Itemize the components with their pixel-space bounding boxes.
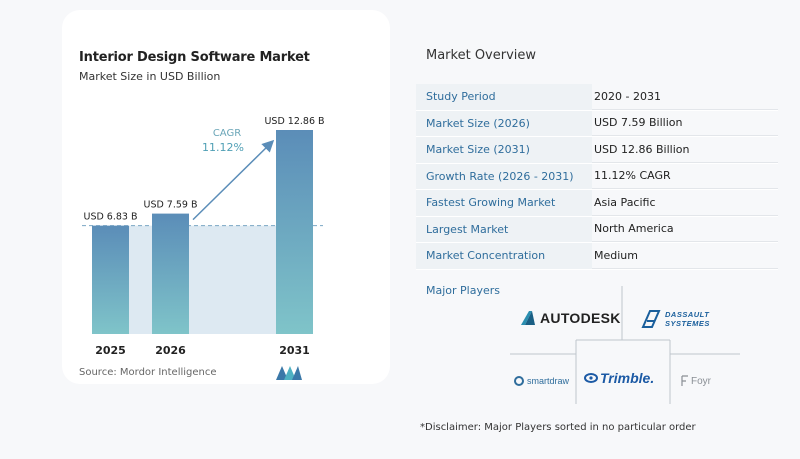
players-grid-lines: [510, 286, 740, 404]
chart-subtitle: Market Size in USD Billion: [79, 70, 221, 83]
dassault-logo-icon: [641, 310, 661, 328]
overview-row: Market Concentration Medium: [416, 243, 778, 270]
trimble-logo: Trimble.: [584, 370, 654, 386]
cagr-value: 11.12%: [202, 141, 244, 154]
autodesk-logo-icon: [521, 311, 535, 325]
smartdraw-logo: smartdraw: [514, 376, 569, 386]
overview-row: Market Size (2031) USD 12.86 Billion: [416, 137, 778, 164]
overview-value: USD 12.86 Billion: [592, 137, 778, 163]
data-label-2025: USD 6.83 B: [83, 212, 137, 223]
overview-row: Study Period 2020 - 2031: [416, 84, 778, 111]
autodesk-logo: AUTODESK: [520, 310, 621, 326]
data-label-2031: USD 12.86 B: [264, 116, 324, 127]
tick-label-2026: 2026: [155, 344, 186, 357]
dassault-logo: DASSAULT SYSTEMES: [640, 308, 721, 330]
major-players-title: Major Players: [426, 284, 500, 297]
overview-label: Market Concentration: [416, 243, 592, 269]
data-label-2026: USD 7.59 B: [143, 200, 197, 211]
mordor-logo-icon: [276, 366, 302, 380]
overview-label: Market Size (2026): [416, 110, 592, 136]
trimble-logo-icon: [584, 373, 598, 383]
overview-value: USD 7.59 Billion: [592, 111, 778, 136]
overview-label: Market Size (2031): [416, 137, 592, 163]
market-overview-title: Market Overview: [426, 48, 537, 63]
tick-label-2031: 2031: [279, 344, 310, 357]
bar-2031: [276, 130, 313, 334]
bar-2026: [152, 213, 189, 334]
overview-label: Fastest Growing Market: [416, 190, 592, 216]
disclaimer-note: *Disclaimer: Major Players sorted in no …: [420, 422, 696, 433]
smartdraw-logo-text: smartdraw: [527, 376, 570, 386]
overview-value: Asia Pacific: [592, 190, 778, 216]
overview-row: Growth Rate (2026 - 2031) 11.12% CAGR: [416, 163, 778, 190]
overview-value: 11.12% CAGR: [592, 164, 778, 189]
foyr-logo-text: Foyr: [691, 375, 711, 387]
overview-label: Study Period: [416, 84, 592, 110]
overview-label: Growth Rate (2026 - 2031): [416, 163, 592, 189]
foyr-logo-icon: [681, 375, 688, 386]
overview-row: Fastest Growing Market Asia Pacific: [416, 190, 778, 217]
dassault-logo-text: DASSAULT SYSTEMES: [665, 310, 710, 328]
autodesk-logo-text: AUTODESK: [540, 310, 621, 326]
overview-value: 2020 - 2031: [592, 84, 778, 110]
bar-2025: [92, 225, 129, 334]
chart-card: Interior Design Software Market Market S…: [62, 10, 390, 384]
source-note: Source: Mordor Intelligence: [79, 367, 217, 378]
overview-value: Medium: [592, 243, 778, 269]
bar-chart: USD 6.83 B 2025 USD 7.59 B 2026 USD 12.86 B 2…: [82, 116, 325, 357]
chart-title: Interior Design Software Market: [79, 50, 310, 65]
foyr-logo: Foyr: [681, 375, 711, 387]
overview-value: North America: [592, 217, 778, 242]
overview-label: Largest Market: [416, 216, 592, 242]
market-overview-table: Study Period 2020 - 2031 Market Size (20…: [416, 84, 778, 270]
overview-row: Market Size (2026) USD 7.59 Billion: [416, 110, 778, 137]
cagr-arrow: [192, 139, 275, 221]
trimble-logo-text: Trimble.: [600, 370, 655, 386]
cagr-label: CAGR: [213, 128, 241, 139]
smartdraw-logo-icon: [514, 376, 524, 386]
tick-label-2025: 2025: [95, 344, 126, 357]
overview-row: Largest Market North America: [416, 216, 778, 243]
